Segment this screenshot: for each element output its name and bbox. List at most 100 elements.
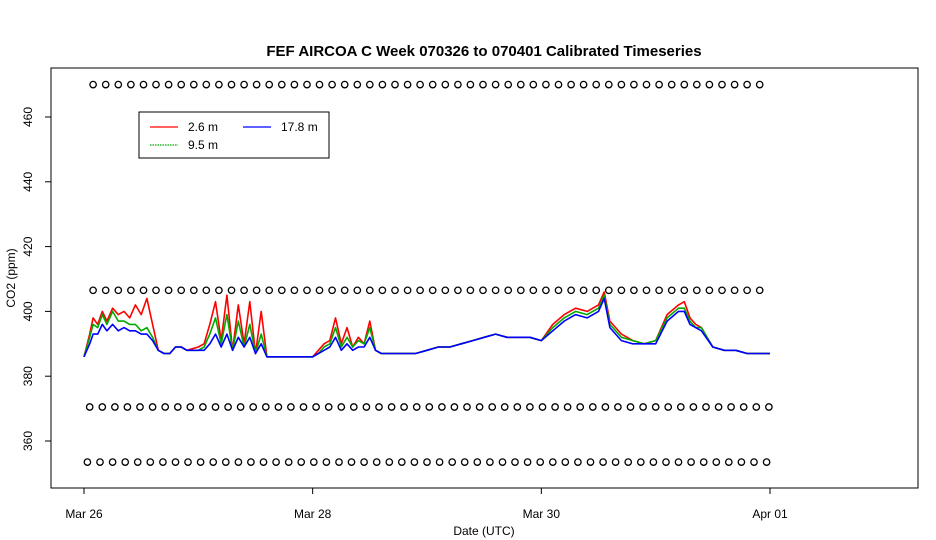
flag-marker [428, 286, 437, 295]
flag-marker [108, 458, 117, 466]
series-line-17-8-m [83, 297, 770, 358]
flag-marker [391, 80, 399, 89]
flag-marker [265, 80, 274, 89]
flag-marker [676, 403, 685, 411]
flag-marker [360, 458, 368, 466]
flag-marker [89, 80, 97, 89]
flag-marker [397, 458, 406, 466]
flag-marker [765, 403, 773, 411]
flag-marker [604, 286, 613, 295]
flag-marker [762, 458, 771, 466]
flag-marker [579, 286, 588, 295]
flag-marker [454, 286, 462, 295]
flag-marker [139, 80, 148, 89]
flag-marker [667, 80, 676, 89]
flag-marker [504, 80, 513, 89]
flag-marker [152, 286, 160, 295]
flag-marker [284, 458, 293, 466]
flag-marker [699, 458, 708, 466]
flag-markers [83, 80, 773, 466]
flag-marker [642, 80, 651, 89]
flag-marker [136, 403, 144, 411]
flag-marker [614, 403, 622, 411]
flag-marker [159, 458, 167, 466]
flag-marker [755, 286, 764, 295]
flag-marker [98, 403, 107, 411]
flag-marker [416, 286, 424, 295]
flag-marker [227, 286, 236, 295]
flag-marker [450, 403, 459, 411]
flag-marker [236, 403, 245, 411]
flag-marker [211, 403, 220, 411]
flag-marker [315, 286, 324, 295]
flag-marker [536, 458, 545, 466]
flag-marker [714, 403, 723, 411]
flag-marker [224, 403, 232, 411]
x-axis-title: Date (UTC) [453, 524, 514, 538]
flag-marker [604, 80, 613, 89]
flag-marker [561, 458, 570, 466]
flag-marker [290, 80, 299, 89]
x-tick-label: Apr 01 [752, 507, 788, 521]
flag-marker [441, 286, 450, 295]
flags-bottom [83, 458, 771, 466]
flag-marker [127, 80, 135, 89]
flag-marker [199, 403, 207, 411]
flag-marker [548, 458, 557, 466]
flag-marker [491, 286, 500, 295]
flag-marker [303, 286, 311, 295]
flag-marker [303, 80, 311, 89]
flag-marker [161, 403, 170, 411]
flag-marker [448, 458, 457, 466]
legend-box [138, 111, 330, 159]
flag-marker [630, 286, 638, 295]
flag-marker [83, 458, 92, 466]
flag-marker [712, 458, 721, 466]
flag-marker [554, 286, 563, 295]
flag-marker [202, 286, 211, 295]
flag-marker [755, 80, 764, 89]
flag-marker [526, 403, 534, 411]
y-tick-label: 400 [21, 301, 35, 321]
flag-marker [739, 403, 748, 411]
flag-marker [466, 80, 475, 89]
flag-marker [423, 458, 431, 466]
flag-marker [340, 80, 349, 89]
flag-marker [639, 403, 647, 411]
flag-marker [123, 403, 132, 411]
flag-marker [287, 403, 295, 411]
flag-marker [466, 286, 475, 295]
x-tick-label: Mar 26 [65, 507, 103, 521]
flags-upper [89, 286, 764, 295]
series-line-9-5-m [83, 294, 770, 358]
flag-marker [743, 80, 751, 89]
flag-marker [529, 80, 538, 89]
flag-marker [184, 458, 192, 466]
flag-marker [290, 286, 299, 295]
flag-marker [516, 80, 525, 89]
flag-marker [743, 286, 751, 295]
flag-marker [479, 286, 487, 295]
flag-marker [651, 403, 660, 411]
flag-marker [542, 80, 550, 89]
flag-marker [441, 80, 450, 89]
flag-marker [680, 80, 689, 89]
flag-marker [186, 403, 195, 411]
flag-marker [617, 286, 626, 295]
flags-lower [85, 403, 773, 411]
flag-marker [473, 458, 482, 466]
series-line-2-6-m [83, 291, 770, 358]
y-tick-label: 420 [21, 236, 35, 256]
flag-marker [611, 458, 620, 466]
flag-marker [362, 403, 371, 411]
flag-marker [601, 403, 610, 411]
flag-marker [516, 286, 525, 295]
flag-marker [337, 403, 346, 411]
flag-marker [463, 403, 471, 411]
flag-marker [234, 458, 243, 466]
flag-marker [599, 458, 607, 466]
flag-marker [189, 286, 198, 295]
flag-marker [486, 458, 494, 466]
flag-marker [240, 286, 248, 295]
